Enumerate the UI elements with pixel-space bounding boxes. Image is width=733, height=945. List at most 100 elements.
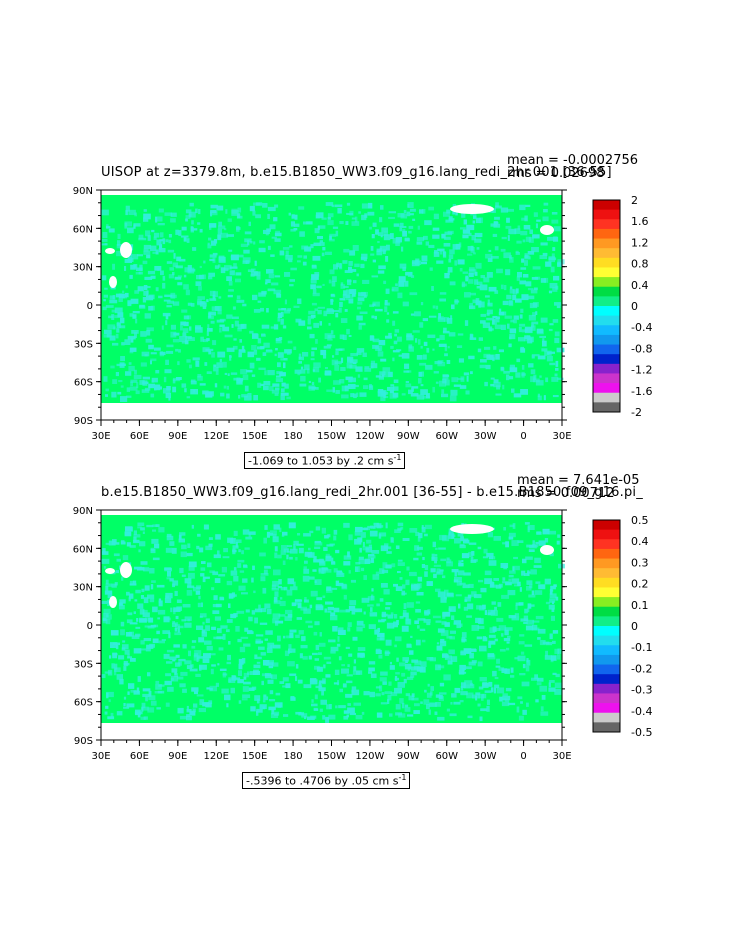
- anomaly-cell: [310, 715, 317, 719]
- anomaly-cell: [422, 318, 428, 322]
- anomaly-cell: [519, 204, 526, 211]
- anomaly-cell: [180, 551, 187, 558]
- anomaly-cell: [485, 295, 490, 298]
- colorbar-label: -2: [631, 406, 642, 419]
- anomaly-cell: [275, 348, 278, 351]
- anomaly-cell: [150, 352, 157, 355]
- anomaly-cell: [389, 390, 394, 394]
- anomaly-cell: [215, 534, 221, 540]
- anomaly-cell: [433, 573, 437, 579]
- anomaly-cell: [159, 239, 164, 242]
- anomaly-cell: [412, 330, 420, 333]
- anomaly-cell: [521, 258, 525, 263]
- anomaly-cell: [437, 716, 445, 721]
- anomaly-cell: [377, 241, 380, 244]
- anomaly-cell: [319, 632, 322, 637]
- anomaly-cell: [535, 541, 539, 544]
- anomaly-cell: [174, 671, 177, 675]
- anomaly-cell: [552, 395, 559, 398]
- anomaly-cell: [102, 275, 107, 281]
- anomaly-cell: [125, 632, 132, 637]
- anomaly-cell: [361, 253, 368, 259]
- anomaly-cell: [245, 609, 250, 613]
- anomaly-cell: [421, 527, 426, 533]
- anomaly-cell: [309, 604, 313, 609]
- anomaly-cell: [330, 293, 335, 297]
- anomaly-cell: [385, 522, 388, 529]
- anomaly-cell: [524, 336, 529, 342]
- anomaly-cell: [101, 600, 108, 604]
- anomaly-cell: [233, 576, 239, 582]
- anomaly-cell: [557, 263, 562, 267]
- mean-stat: mean = 7.641e-05: [517, 473, 640, 488]
- anomaly-cell: [105, 579, 109, 585]
- anomaly-cell: [436, 642, 440, 645]
- anomaly-cell: [454, 576, 462, 583]
- anomaly-cell: [107, 594, 113, 599]
- lon-label: 60E: [130, 431, 149, 442]
- anomaly-cell: [308, 625, 313, 628]
- anomaly-cell: [393, 340, 398, 345]
- anomaly-cell: [248, 532, 251, 538]
- anomaly-cell: [488, 634, 496, 638]
- anomaly-cell: [343, 561, 351, 566]
- anomaly-cell: [228, 641, 231, 645]
- anomaly-cell: [468, 355, 475, 360]
- anomaly-cell: [221, 566, 227, 573]
- anomaly-cell: [484, 610, 488, 615]
- anomaly-cell: [548, 328, 553, 332]
- anomaly-cell: [363, 691, 370, 696]
- anomaly-cell: [271, 587, 279, 591]
- anomaly-cell: [123, 662, 130, 666]
- lat-label: 90N: [73, 186, 93, 197]
- anomaly-cell: [470, 245, 474, 251]
- anomaly-cell: [158, 208, 164, 213]
- anomaly-cell: [179, 336, 187, 342]
- anomaly-cell: [112, 342, 119, 346]
- anomaly-cell: [247, 269, 254, 272]
- anomaly-cell: [120, 621, 125, 627]
- anomaly-cell: [394, 675, 398, 681]
- anomaly-cell: [339, 263, 343, 270]
- anomaly-cell: [549, 598, 556, 603]
- anomaly-cell: [274, 711, 280, 716]
- anomaly-cell: [133, 264, 138, 269]
- anomaly-cell: [240, 369, 248, 375]
- anomaly-cell: [462, 234, 469, 239]
- anomaly-cell: [237, 324, 245, 329]
- anomaly-cell: [178, 658, 186, 662]
- anomaly-cell: [129, 347, 137, 352]
- anomaly-cell: [283, 635, 286, 639]
- anomaly-cell: [417, 537, 421, 542]
- anomaly-cell: [336, 571, 344, 575]
- anomaly-cell: [438, 343, 447, 347]
- anomaly-cell: [102, 618, 108, 624]
- anomaly-cell: [371, 588, 374, 592]
- anomaly-cell: [300, 369, 306, 374]
- anomaly-cell: [308, 380, 311, 383]
- anomaly-cell: [472, 220, 475, 224]
- anomaly-cell: [222, 361, 227, 368]
- anomaly-cell: [315, 339, 318, 344]
- anomaly-cell: [485, 364, 491, 370]
- colorbar-label: -0.5: [631, 726, 652, 739]
- anomaly-cell: [531, 247, 539, 253]
- lon-label: 60E: [130, 751, 149, 762]
- anomaly-cell: [300, 366, 304, 370]
- anomaly-cell: [108, 540, 116, 546]
- anomaly-cell: [261, 334, 266, 337]
- anomaly-cell: [186, 716, 192, 721]
- anomaly-cell: [352, 362, 357, 365]
- anomaly-cell: [389, 713, 393, 717]
- anomaly-cell: [475, 262, 482, 269]
- anomaly-cell: [416, 394, 425, 400]
- anomaly-cell: [405, 383, 412, 388]
- anomaly-cell: [494, 677, 499, 680]
- anomaly-cell: [349, 359, 358, 363]
- anomaly-cell: [244, 395, 252, 401]
- anomaly-cell: [488, 643, 492, 648]
- anomaly-cell: [385, 335, 392, 339]
- anomaly-cell: [450, 389, 458, 396]
- anomaly-cell: [111, 663, 115, 669]
